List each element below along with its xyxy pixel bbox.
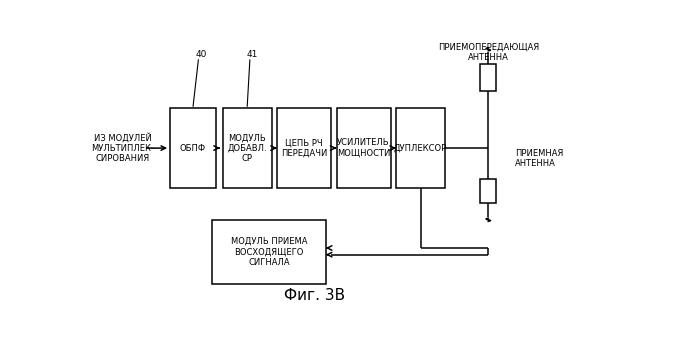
Text: ЦЕПЬ РЧ
ПЕРЕДАЧИ: ЦЕПЬ РЧ ПЕРЕДАЧИ — [281, 138, 327, 158]
Bar — [396, 108, 445, 188]
Text: ДУПЛЕКСОР: ДУПЛЕКСОР — [394, 144, 447, 153]
Bar — [480, 64, 496, 91]
Text: Фиг. 3В: Фиг. 3В — [284, 288, 345, 303]
Bar — [480, 179, 496, 203]
Text: 40: 40 — [196, 50, 207, 59]
Text: ПРИЕМОПЕРЕДАЮЩАЯ
АНТЕННА: ПРИЕМОПЕРЕДАЮЩАЯ АНТЕННА — [438, 43, 539, 62]
Bar — [223, 108, 271, 188]
Text: МОДУЛЬ
ДОБАВЛ.
СР: МОДУЛЬ ДОБАВЛ. СР — [227, 133, 267, 163]
Bar — [170, 108, 216, 188]
Text: УСИЛИТЕЛЬ
МОЩНОСТИ: УСИЛИТЕЛЬ МОЩНОСТИ — [337, 138, 390, 158]
Text: МОДУЛЬ ПРИЕМА
ВОСХОДЯЩЕГО
СИГНАЛА: МОДУЛЬ ПРИЕМА ВОСХОДЯЩЕГО СИГНАЛА — [231, 237, 307, 267]
Bar — [277, 108, 331, 188]
Text: 41: 41 — [247, 50, 259, 59]
Bar — [212, 220, 326, 284]
Text: ПРИЕМНАЯ
АНТЕННА: ПРИЕМНАЯ АНТЕННА — [515, 149, 563, 169]
Text: ОБПФ: ОБПФ — [180, 144, 206, 153]
Text: ИЗ МОДУЛЕЙ
МУЛЬТИПЛЕК-
СИРОВАНИЯ: ИЗ МОДУЛЕЙ МУЛЬТИПЛЕК- СИРОВАНИЯ — [91, 133, 154, 163]
Bar — [337, 108, 391, 188]
